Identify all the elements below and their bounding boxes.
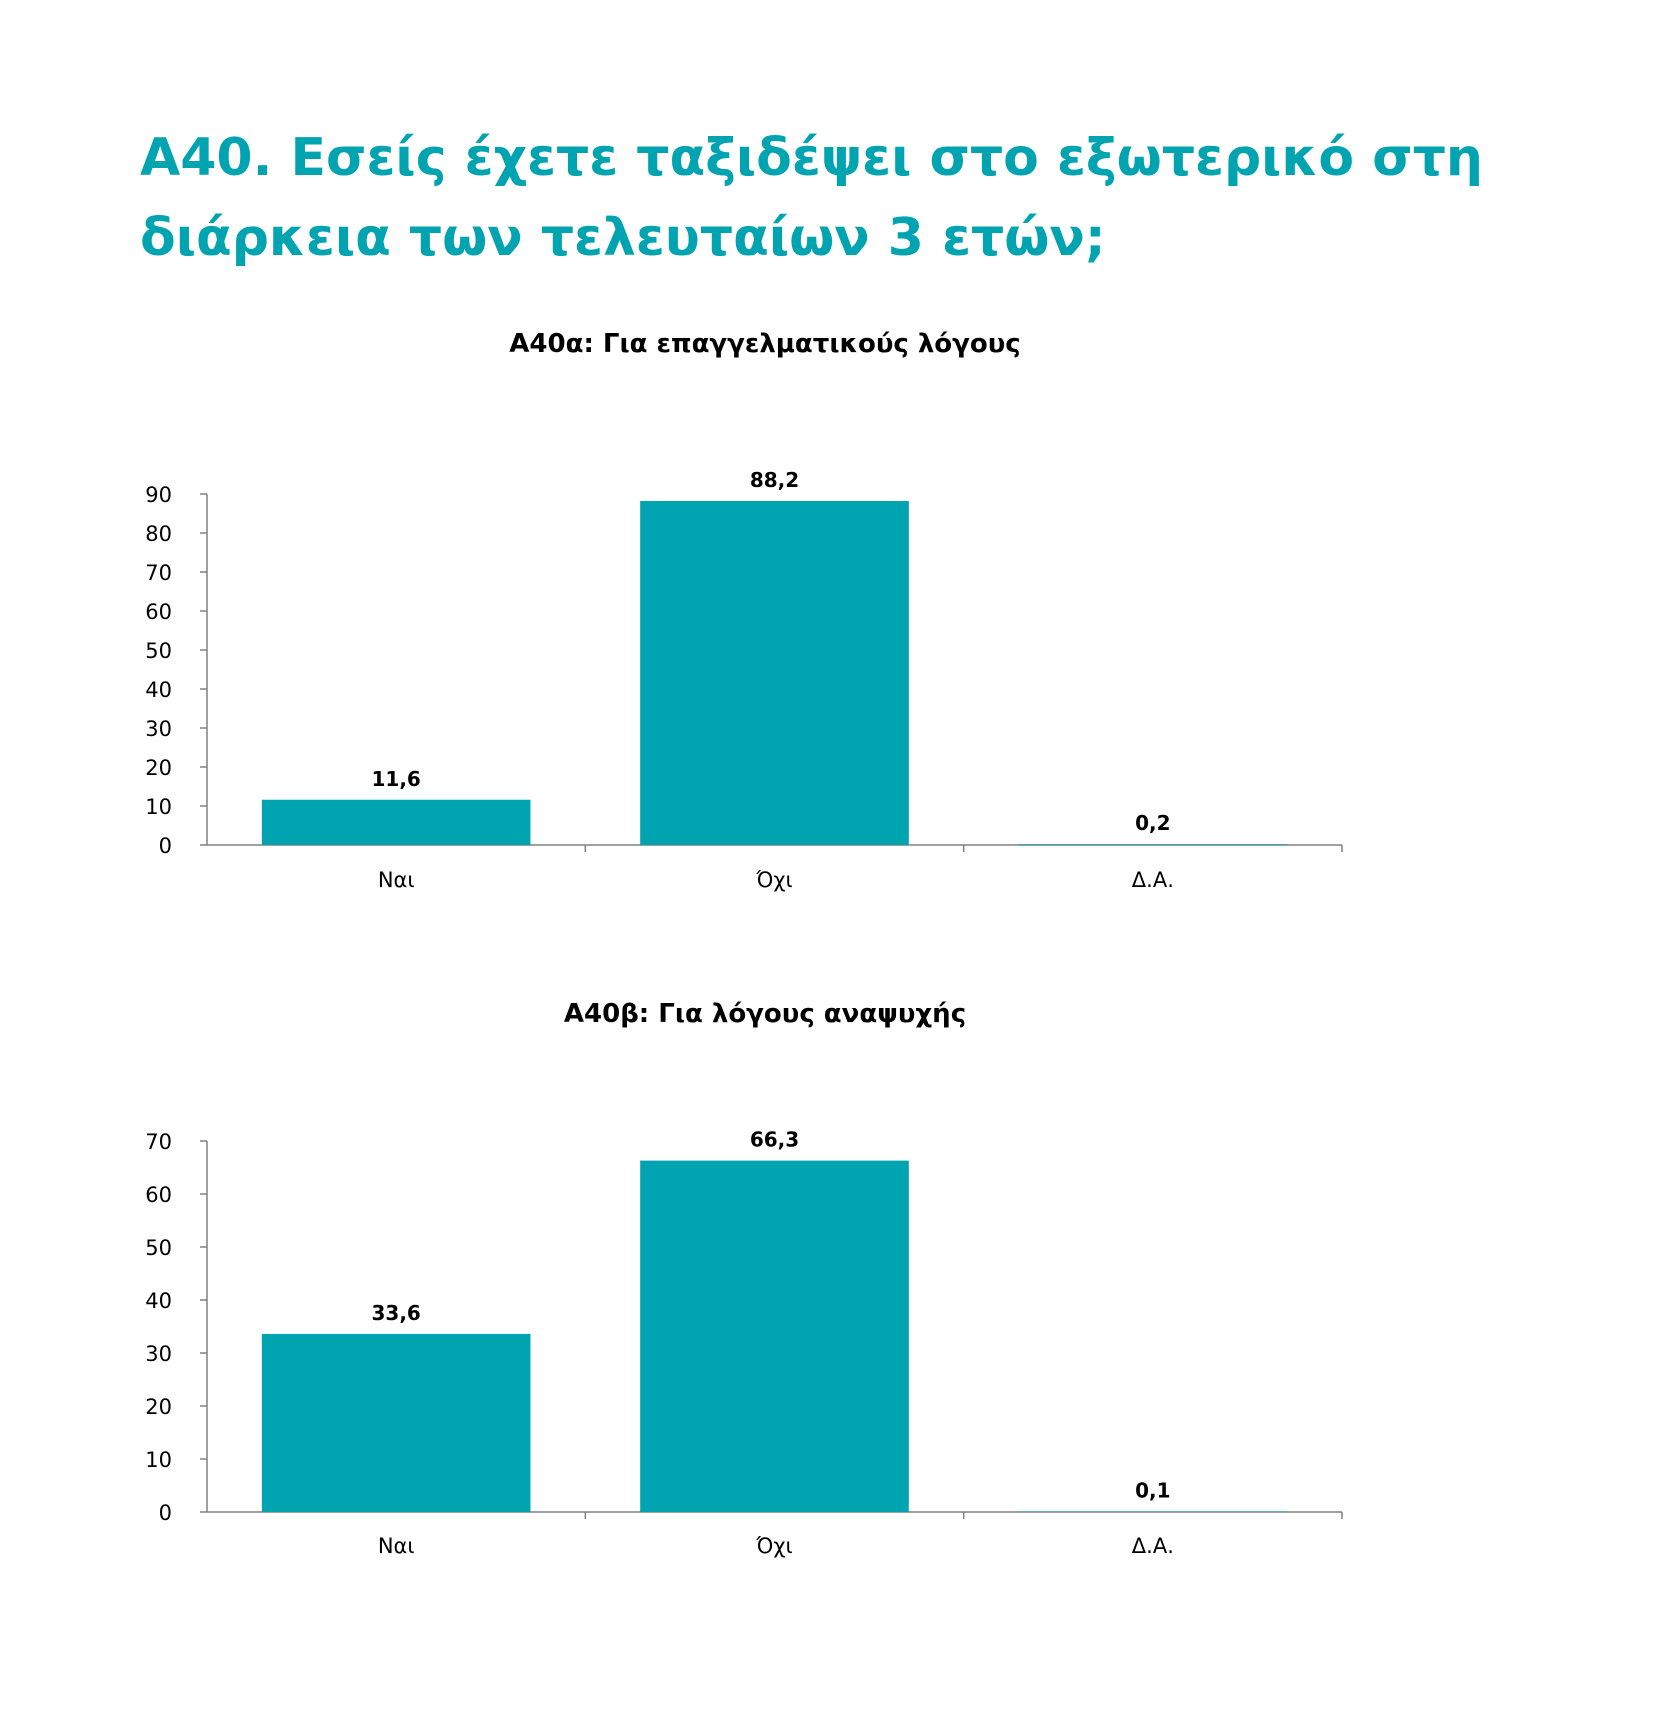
data-label: 11,6 bbox=[371, 767, 420, 791]
y-tick-label: 50 bbox=[145, 639, 172, 663]
page-title: Α40. Εσείς έχετε ταξιδέψει στο εξωτερικό… bbox=[140, 118, 1540, 278]
y-tick-label: 10 bbox=[145, 795, 172, 819]
page-title-line-1: Α40. Εσείς έχετε ταξιδέψει στο εξωτερικό… bbox=[140, 128, 1483, 188]
category-label: Όχι bbox=[755, 1534, 792, 1558]
chart-business-travel: Α40α: Για επαγγελματικούς λόγους 0 10 20 30… bbox=[145, 329, 1343, 892]
y-tick-label: 0 bbox=[159, 1501, 172, 1525]
data-label: 33,6 bbox=[371, 1301, 420, 1325]
y-tick-label: 40 bbox=[145, 1289, 172, 1313]
chart-title: Α40β: Για λόγους αναψυχής bbox=[564, 999, 966, 1029]
bar-2 bbox=[1018, 1511, 1288, 1512]
data-label: 88,2 bbox=[750, 468, 799, 492]
category-label: Ναι bbox=[378, 868, 415, 892]
y-tick-label: 90 bbox=[145, 483, 172, 507]
plot-area: 0 10 20 30 40 50 60 70 33,6 Ναι 66,3 Όχι 0,1 Δ.Α. bbox=[145, 1128, 1343, 1558]
y-tick-label: 70 bbox=[145, 561, 172, 585]
y-tick-label: 0 bbox=[159, 834, 172, 858]
chart-leisure-travel: Α40β: Για λόγους αναψυχής 0 10 20 30 40 50 60 7… bbox=[145, 999, 1343, 1558]
category-label: Ναι bbox=[378, 1534, 415, 1558]
bar-1 bbox=[640, 501, 909, 845]
chart-title: Α40α: Για επαγγελματικούς λόγους bbox=[509, 329, 1020, 359]
category-label: Δ.Α. bbox=[1132, 868, 1174, 892]
y-tick-label: 50 bbox=[145, 1236, 172, 1260]
y-tick-label: 30 bbox=[145, 1342, 172, 1366]
y-tick-label: 40 bbox=[145, 678, 172, 702]
plot-area: 0 10 20 30 40 50 60 70 80 90 11,6 Ναι 88,2 Όχι 0,2 Δ.Α. bbox=[145, 468, 1343, 892]
bar-1 bbox=[640, 1160, 909, 1512]
data-label: 66,3 bbox=[750, 1128, 799, 1152]
bar-0 bbox=[261, 1333, 531, 1512]
data-label: 0,2 bbox=[1135, 811, 1170, 835]
y-tick-label: 60 bbox=[145, 600, 172, 624]
data-label: 0,1 bbox=[1135, 1478, 1170, 1502]
page-title-line-2: διάρκεια των τελευταίων 3 ετών; bbox=[140, 208, 1106, 268]
y-tick-label: 30 bbox=[145, 717, 172, 741]
category-label: Όχι bbox=[755, 868, 792, 892]
bar-0 bbox=[261, 799, 531, 845]
category-label: Δ.Α. bbox=[1132, 1534, 1174, 1558]
y-tick-label: 60 bbox=[145, 1183, 172, 1207]
y-tick-label: 20 bbox=[145, 1395, 172, 1419]
y-tick-label: 20 bbox=[145, 756, 172, 780]
y-tick-label: 80 bbox=[145, 522, 172, 546]
y-tick-label: 10 bbox=[145, 1448, 172, 1472]
bar-2 bbox=[1018, 844, 1288, 845]
y-tick-label: 70 bbox=[145, 1130, 172, 1154]
